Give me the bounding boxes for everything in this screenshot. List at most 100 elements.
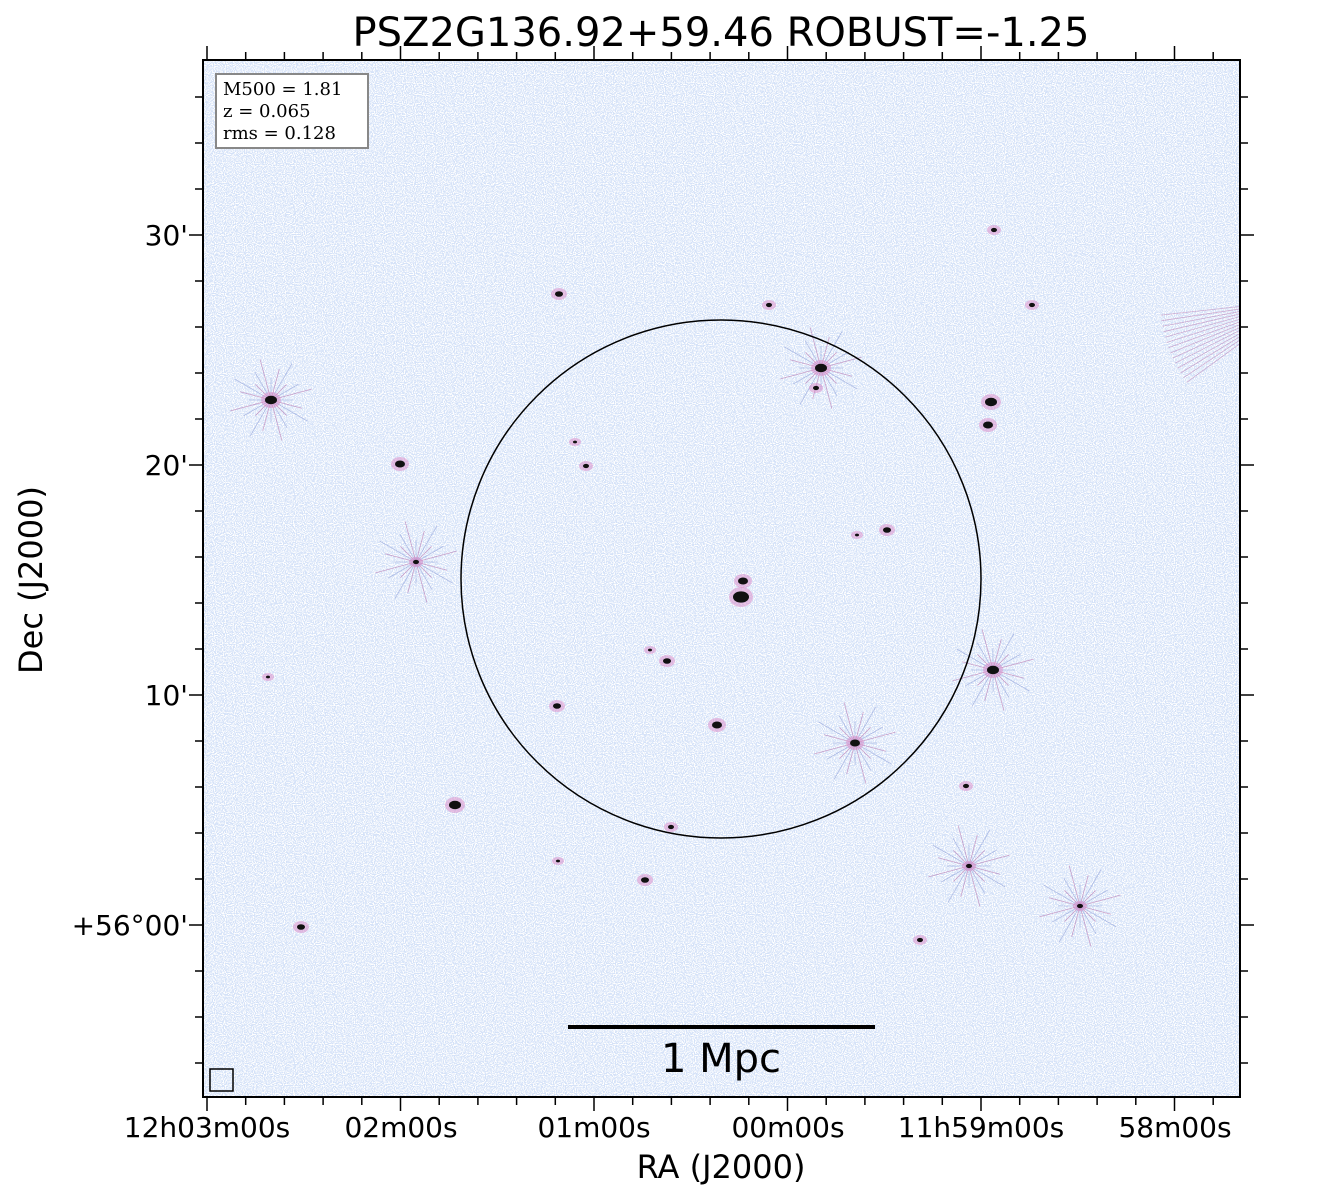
r500-circle xyxy=(460,319,982,839)
source xyxy=(985,397,997,407)
source xyxy=(966,863,972,869)
x-tick-label: 01m00s xyxy=(537,1111,650,1144)
x-tick-label: 58m00s xyxy=(1118,1111,1231,1144)
source xyxy=(395,460,405,468)
image-noise xyxy=(203,60,1240,1097)
artifact-ray xyxy=(1079,869,1102,907)
source xyxy=(883,527,891,533)
artifact-ray xyxy=(968,865,1006,888)
title: PSZ2G136.92+59.46 ROBUST=-1.25 xyxy=(353,10,1090,56)
artifact-ray xyxy=(1166,318,1240,343)
source xyxy=(1077,903,1083,909)
source xyxy=(556,859,560,863)
plot-frame xyxy=(202,59,1241,1098)
artifact-ray xyxy=(957,825,970,867)
source xyxy=(555,291,563,297)
artifact-ray xyxy=(379,540,417,563)
source xyxy=(766,302,772,308)
source xyxy=(983,421,993,429)
source xyxy=(663,658,671,664)
source xyxy=(738,577,748,585)
artifact-ray xyxy=(1177,332,1240,369)
beam xyxy=(209,1068,234,1092)
source xyxy=(641,877,649,883)
source xyxy=(733,591,749,603)
artifact-ray xyxy=(1161,308,1240,322)
ticks: 12h03m00s 02m00s 01m00s 00m00s 11h59m00s 58m0… xyxy=(72,46,1254,1144)
source xyxy=(712,721,722,729)
x-axis-label: RA (J2000) xyxy=(637,1148,806,1186)
source xyxy=(991,227,997,233)
artifact-ray xyxy=(394,561,417,599)
source xyxy=(583,463,589,469)
artifact-ray xyxy=(1043,884,1081,907)
artifact-ray xyxy=(1079,905,1117,928)
artifact-ray xyxy=(1160,306,1240,316)
artifact-ray xyxy=(415,530,425,563)
source xyxy=(963,783,969,789)
x-tick-label: 12h03m00s xyxy=(124,1111,291,1144)
artifact-ray xyxy=(960,865,970,898)
source xyxy=(987,665,999,675)
artifact-ray xyxy=(1079,905,1092,947)
artifact-ray xyxy=(415,561,453,584)
artifact-ray xyxy=(1079,894,1121,907)
artifact-ray xyxy=(415,550,457,563)
artifact-ray xyxy=(415,525,438,563)
artifact-ray xyxy=(1180,336,1240,374)
scale-bar-label: 1 Mpc xyxy=(661,1036,781,1082)
artifact-ray xyxy=(1186,343,1240,383)
artifact-ray xyxy=(1174,329,1240,364)
source xyxy=(917,937,923,943)
source xyxy=(815,363,827,373)
source xyxy=(668,824,674,830)
source xyxy=(648,648,652,652)
artifact-ray xyxy=(968,829,991,867)
source xyxy=(413,559,419,565)
artifact-ray xyxy=(1168,321,1240,349)
artifact-ray xyxy=(375,561,417,574)
info-line: M500 = 1.81 xyxy=(223,79,342,100)
y-axis-label: Dec (J2000) xyxy=(12,486,50,674)
source xyxy=(266,675,270,679)
source xyxy=(449,800,461,810)
source xyxy=(1029,302,1035,308)
source xyxy=(813,385,819,391)
artifact-ray xyxy=(415,561,428,603)
artifact-ray xyxy=(1079,874,1089,907)
source xyxy=(553,703,561,709)
artifact-ray xyxy=(1170,324,1240,354)
artifact-ray xyxy=(928,865,970,878)
artifact-ray xyxy=(968,834,978,867)
y-tick-label: 20' xyxy=(145,449,188,482)
info-box xyxy=(215,73,369,149)
artifact-ray xyxy=(407,561,417,594)
artifact-ray xyxy=(1163,313,1240,333)
source xyxy=(855,533,859,537)
artifact-ray xyxy=(1172,326,1240,359)
x-tick-label: 02m00s xyxy=(344,1111,457,1144)
artifact-ray xyxy=(1039,905,1081,918)
source xyxy=(297,924,305,930)
x-tick-label: 00m00s xyxy=(731,1111,844,1144)
y-tick-label: 30' xyxy=(145,219,188,252)
artifact-ray xyxy=(968,854,1010,867)
artifact-ray xyxy=(1162,311,1240,327)
x-tick-label: 11h59m00s xyxy=(898,1111,1065,1144)
artifact-ray xyxy=(968,865,981,907)
y-tick-label: 10' xyxy=(145,679,188,712)
sources xyxy=(230,225,1240,947)
info-line: rms = 0.128 xyxy=(223,123,336,144)
source xyxy=(850,739,860,747)
artifact-ray xyxy=(947,865,970,903)
artifact-ray xyxy=(1183,339,1240,379)
artifact-ray xyxy=(1068,865,1081,907)
source xyxy=(573,440,577,444)
artifact-ray xyxy=(1071,905,1081,938)
artifact-ray xyxy=(932,844,970,867)
info-line: z = 0.065 xyxy=(223,101,311,122)
artifact-ray xyxy=(404,521,417,563)
y-tick-label: +56°00' xyxy=(72,909,188,942)
source xyxy=(265,395,277,405)
